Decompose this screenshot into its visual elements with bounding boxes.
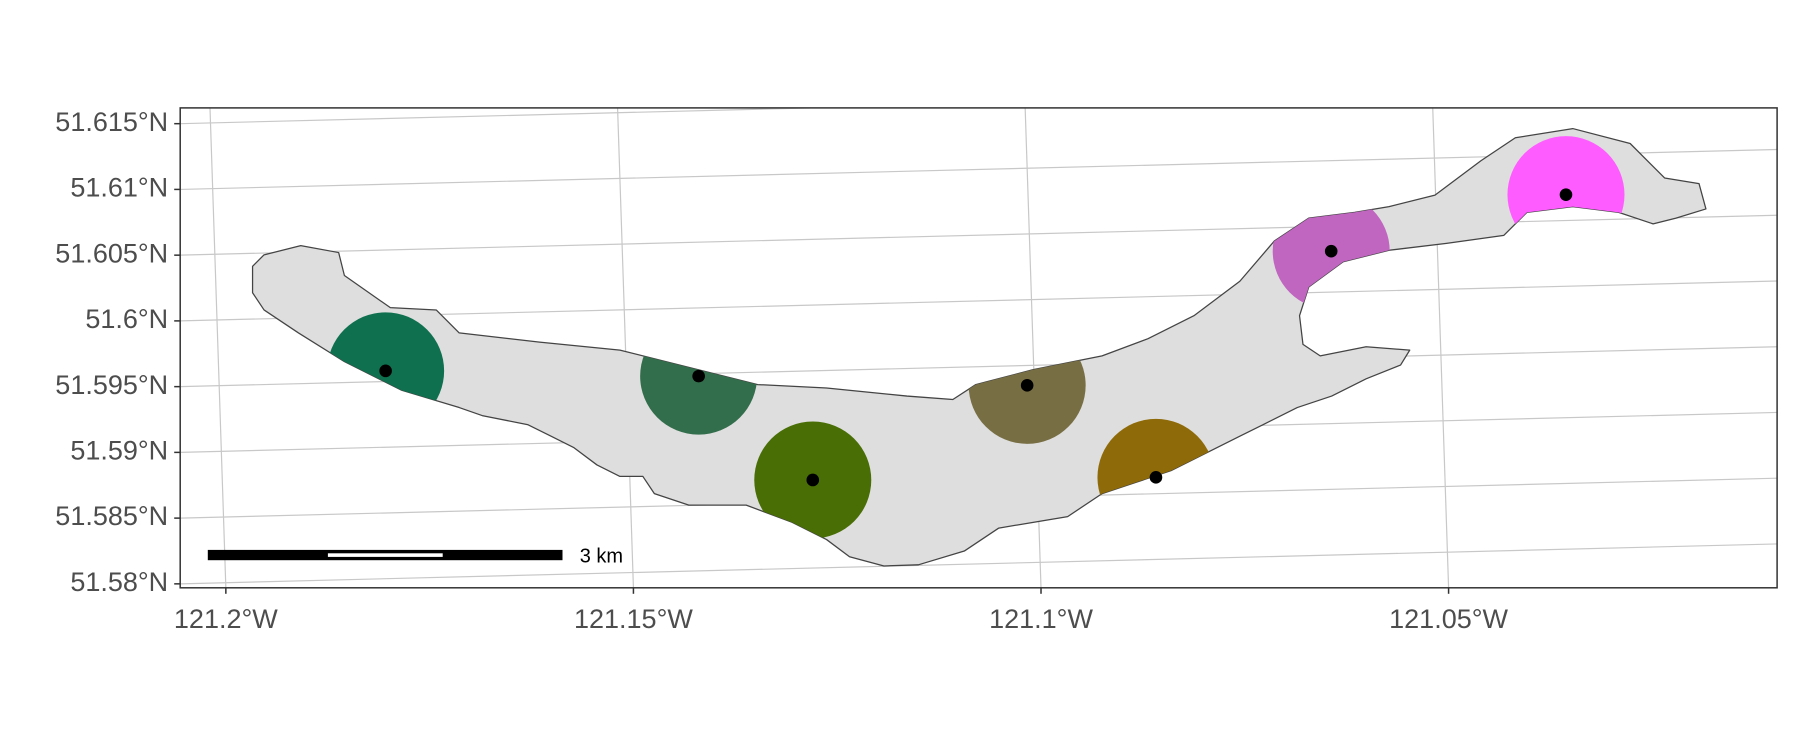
lake-outline <box>251 127 1707 567</box>
sites <box>379 188 1573 487</box>
x-tick-label: 121.05°W <box>1389 604 1508 634</box>
grid-line <box>180 107 836 125</box>
y-tick-label: 51.615°N <box>55 107 168 137</box>
x-tick-label: 121.1°W <box>989 604 1093 634</box>
grid-line <box>180 214 1778 256</box>
grid-line <box>180 280 1778 322</box>
scale-bar-label: 3 km <box>580 545 623 567</box>
x-tick-label: 121.2°W <box>174 604 278 634</box>
site-point <box>692 369 705 383</box>
plot-frame <box>179 107 1778 589</box>
scale-bar: 3 km <box>207 545 623 567</box>
grid-line <box>180 543 1778 585</box>
grid-line <box>1432 107 1450 588</box>
y-tick-label: 51.585°N <box>55 501 168 531</box>
scale-bar-segment <box>327 553 443 557</box>
y-tick-label: 51.61°N <box>70 173 168 203</box>
site-point <box>1324 244 1338 258</box>
y-tick-label: 51.6°N <box>85 304 168 334</box>
grid-line <box>209 107 227 588</box>
axes: 121.2°W 121.15°W 121.1°W 121.05°W 51.58°N 51.… <box>55 107 1508 634</box>
y-tick-label: 51.58°N <box>70 567 168 597</box>
site-point <box>1020 379 1034 392</box>
y-tick-label: 51.59°N <box>70 436 168 466</box>
site-point <box>806 473 820 487</box>
site-point <box>1559 188 1573 201</box>
x-tick-label: 121.15°W <box>574 604 693 634</box>
y-tick-label: 51.605°N <box>55 238 168 268</box>
grid-line <box>616 107 635 588</box>
site-point <box>1149 471 1163 484</box>
y-tick-label: 51.595°N <box>55 370 168 400</box>
site-point <box>379 364 392 378</box>
